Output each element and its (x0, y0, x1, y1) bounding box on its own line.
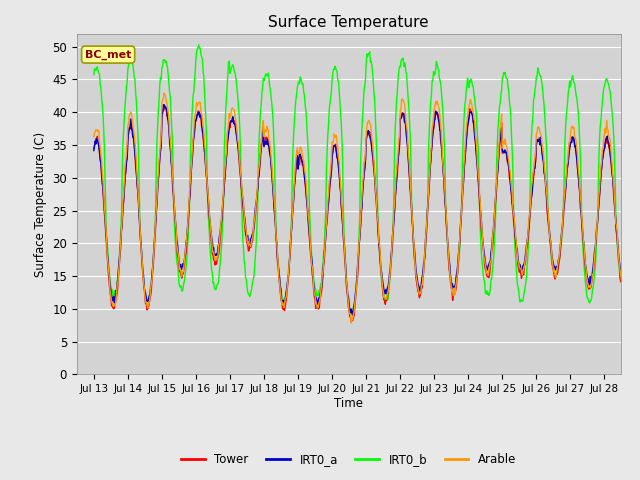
IRT0_b (423, 215, 431, 221)
Line: Arable: Arable (94, 93, 638, 323)
Arable (282, 295, 289, 301)
Arable (302, 177, 310, 182)
Tower (634, 145, 640, 151)
Arable (154, 180, 161, 186)
Legend: Tower, IRT0_a, IRT0_b, Arable: Tower, IRT0_a, IRT0_b, Arable (177, 448, 521, 471)
Line: IRT0_a: IRT0_a (94, 105, 638, 315)
Tower (348, 318, 355, 324)
Y-axis label: Surface Temperature (C): Surface Temperature (C) (34, 132, 47, 276)
IRT0_a (255, 176, 262, 181)
Tower (454, 270, 461, 276)
IRT0_b (90, 72, 98, 77)
IRT0_a (154, 184, 161, 190)
Arable (348, 320, 355, 326)
Tower (161, 105, 169, 110)
Text: BC_met: BC_met (85, 49, 131, 60)
Arable (160, 90, 168, 96)
IRT0_a (423, 210, 431, 216)
Arable (90, 134, 98, 140)
IRT0_a (454, 263, 461, 268)
IRT0_a (282, 295, 289, 301)
Arable (255, 168, 262, 174)
IRT0_b (454, 270, 461, 276)
Line: IRT0_b: IRT0_b (94, 45, 638, 314)
IRT0_b (282, 297, 289, 302)
IRT0_a (302, 186, 310, 192)
Arable (454, 267, 461, 273)
IRT0_b (255, 163, 262, 168)
Tower (90, 146, 98, 152)
Tower (282, 303, 289, 309)
Title: Surface Temperature: Surface Temperature (269, 15, 429, 30)
IRT0_b (302, 108, 310, 113)
Tower (423, 216, 431, 222)
IRT0_a (160, 102, 168, 108)
IRT0_a (634, 144, 640, 150)
Arable (423, 213, 431, 219)
IRT0_b (634, 88, 640, 94)
IRT0_a (90, 148, 98, 154)
Tower (255, 176, 262, 181)
IRT0_a (349, 312, 356, 318)
Line: Tower: Tower (94, 108, 638, 321)
Tower (302, 188, 310, 193)
IRT0_b (349, 312, 356, 317)
X-axis label: Time: Time (334, 397, 364, 410)
Arable (634, 132, 640, 138)
IRT0_b (154, 123, 161, 129)
IRT0_b (195, 42, 203, 48)
Tower (154, 188, 161, 194)
